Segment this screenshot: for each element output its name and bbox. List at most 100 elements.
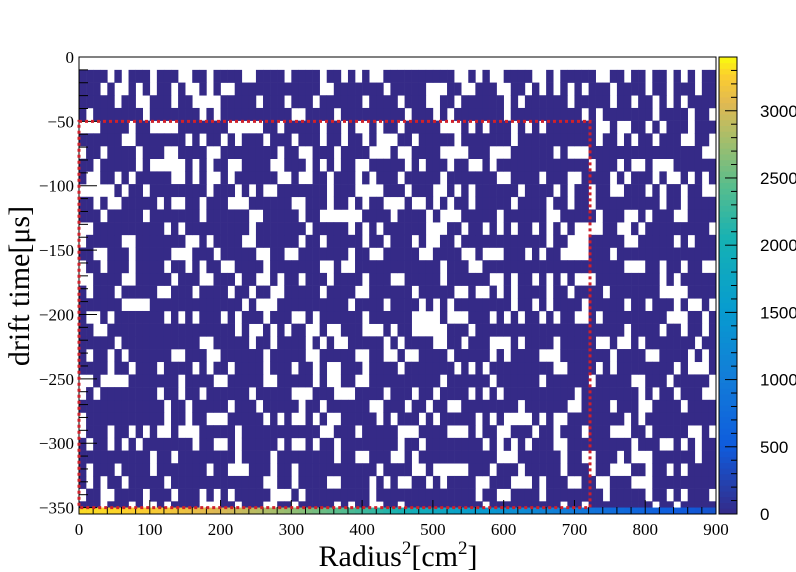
heatmap-cell-bottom-row [496, 507, 504, 514]
heatmap-cell [546, 336, 554, 350]
heatmap-cell [277, 69, 285, 83]
heatmap-cell [128, 349, 136, 363]
heatmap-cell [369, 412, 377, 426]
heatmap-cell [383, 450, 391, 464]
heatmap-cell [220, 146, 228, 159]
heatmap-cell-bottom-row [439, 507, 448, 514]
heatmap-cell-bottom-row [454, 507, 462, 514]
heatmap-cell [680, 272, 688, 286]
heatmap-cell [171, 374, 179, 388]
heatmap-cell [234, 285, 243, 299]
heatmap-cell [531, 171, 540, 185]
heatmap-cell [192, 69, 200, 83]
heatmap-cell [277, 475, 285, 489]
heatmap-cell [560, 387, 568, 401]
heatmap-cell [241, 222, 250, 236]
heatmap-cell [383, 158, 391, 172]
heatmap-cell [185, 95, 193, 109]
heatmap-cell [121, 387, 129, 401]
heatmap-cell [616, 95, 625, 109]
heatmap-cell [411, 361, 420, 375]
heatmap-cell [79, 399, 87, 413]
heatmap-cell [489, 222, 497, 236]
colorbar-swatch [719, 256, 737, 264]
heatmap-cell [347, 437, 356, 451]
heatmap-cell [461, 234, 469, 248]
heatmap-cell [595, 437, 604, 451]
heatmap-cell [220, 95, 228, 109]
heatmap-cell [319, 323, 328, 337]
heatmap-cell [631, 285, 639, 299]
heatmap-cell [114, 146, 122, 159]
heatmap-cell [623, 361, 632, 375]
y-tick-label: −350 [39, 499, 74, 518]
heatmap-cell [602, 463, 611, 477]
heatmap-cell [560, 323, 568, 337]
heatmap-cell [404, 272, 412, 286]
heatmap-cell [454, 336, 462, 350]
heatmap-cell [248, 463, 257, 477]
heatmap-cell [241, 475, 250, 489]
colorbar-swatch [719, 388, 737, 395]
heatmap-cell [645, 222, 653, 236]
heatmap-cell [340, 412, 349, 426]
heatmap-cell [142, 171, 151, 185]
heatmap-cell-bottom-row [241, 507, 250, 514]
heatmap-cell [199, 285, 207, 299]
heatmap-cell [468, 374, 476, 388]
heatmap-cell [362, 69, 370, 83]
heatmap-cell [609, 120, 618, 134]
heatmap-cell [142, 247, 151, 261]
heatmap-cell [284, 450, 292, 464]
heatmap-cell [107, 336, 115, 350]
heatmap-cell [333, 247, 342, 261]
heatmap-cell [694, 95, 703, 109]
heatmap-cell [447, 361, 455, 375]
heatmap-cell [156, 399, 165, 413]
heatmap-cell [213, 82, 221, 96]
heatmap-cell [510, 310, 519, 324]
heatmap-cell [595, 425, 604, 439]
heatmap-cell [100, 196, 108, 210]
heatmap-cell [227, 209, 236, 223]
heatmap-cell [241, 158, 250, 172]
heatmap-cell [616, 361, 625, 375]
heatmap-cell [447, 387, 455, 401]
heatmap-cell [666, 222, 674, 236]
heatmap-cell [496, 349, 504, 363]
heatmap-cell [284, 399, 292, 413]
heatmap-cell [305, 425, 313, 439]
heatmap-cell [673, 412, 681, 426]
heatmap-cell [397, 488, 405, 502]
heatmap-cell [192, 488, 200, 502]
heatmap-cell [383, 310, 391, 324]
heatmap-cell [616, 475, 625, 489]
heatmap-cell [107, 463, 115, 477]
heatmap-cell [595, 247, 604, 261]
heatmap-cell [397, 158, 405, 172]
heatmap-cell [652, 412, 660, 426]
heatmap-cell [524, 146, 533, 159]
heatmap-cell [114, 247, 122, 261]
heatmap-cell [616, 285, 625, 299]
heatmap-cell [163, 95, 172, 109]
heatmap-cell [340, 184, 349, 198]
heatmap-cell [284, 107, 292, 121]
heatmap-cell [305, 196, 313, 210]
heatmap-cell [185, 310, 193, 324]
heatmap-cell [347, 184, 356, 198]
colorbar-swatch [719, 165, 737, 172]
heatmap-cell [588, 107, 596, 121]
heatmap-cell [255, 133, 264, 147]
heatmap-cell [404, 412, 412, 426]
heatmap-cell [588, 349, 596, 363]
heatmap-cell [284, 234, 292, 248]
heatmap-cell [192, 184, 200, 198]
heatmap-cell [666, 298, 674, 312]
heatmap-cell [687, 374, 696, 388]
heatmap-cell [369, 387, 377, 401]
heatmap-cell [199, 234, 207, 248]
heatmap-cell [376, 374, 384, 388]
heatmap-cell [255, 222, 264, 236]
heatmap-cell [701, 234, 710, 248]
